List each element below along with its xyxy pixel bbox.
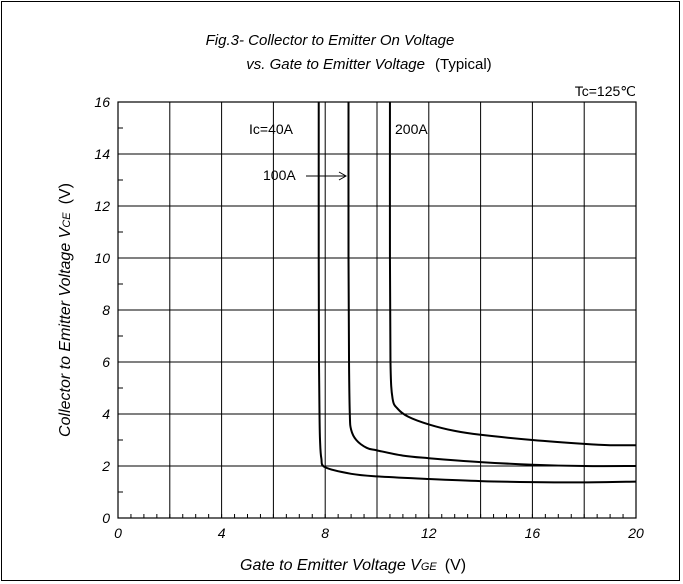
- series-line-200A: [388, 101, 637, 447]
- y-tick-label: 2: [101, 458, 110, 474]
- y-tick-labels: 0 2 4 6 8 10 12 14 16: [94, 94, 110, 526]
- annotation-arrow: [306, 171, 348, 181]
- y-tick-label: 8: [102, 302, 110, 318]
- x-tick-label: 0: [114, 525, 122, 541]
- series-curves: [317, 101, 637, 484]
- title-line-2-plain: (Typical): [435, 56, 492, 73]
- x-tick-label: 4: [218, 525, 226, 541]
- x-tick-label: 16: [525, 525, 541, 541]
- y-tick-label: 14: [94, 146, 110, 162]
- x-tick-label: 8: [321, 525, 329, 541]
- x-axis-label: Gate to Emitter Voltage VGE (V): [240, 557, 466, 574]
- y-tick-label: 16: [94, 94, 110, 110]
- y-tick-label: 12: [94, 198, 110, 214]
- y-tick-label: 4: [102, 406, 110, 422]
- label-ic40: Ic=40A: [249, 121, 294, 137]
- grid: [118, 102, 636, 518]
- x-tick-label: 20: [627, 525, 644, 541]
- chart-title: Fig.3- Collector to Emitter On Voltage v…: [206, 32, 492, 73]
- title-line-1: Fig.3- Collector to Emitter On Voltage: [206, 32, 455, 49]
- y-tick-label: 6: [102, 354, 110, 370]
- series-labels: Ic=40A 200A 100A: [249, 121, 428, 183]
- plot-area-border: [117, 101, 637, 519]
- label-ic200: 200A: [395, 121, 428, 137]
- x-tick-labels: 0 4 8 12 16 20: [114, 525, 644, 541]
- label-ic100: 100A: [263, 167, 296, 183]
- x-tick-label: 12: [421, 525, 437, 541]
- y-axis-label: Collector to Emitter Voltage VCE(V): [57, 183, 74, 437]
- title-line-2-italic: vs. Gate to Emitter Voltage: [246, 56, 425, 73]
- series-line-100A: [347, 101, 637, 468]
- condition-label: Tc=125℃: [575, 83, 636, 99]
- y-tick-label: 0: [102, 510, 110, 526]
- series-line-40A: [317, 101, 637, 484]
- y-tick-label: 10: [94, 250, 110, 266]
